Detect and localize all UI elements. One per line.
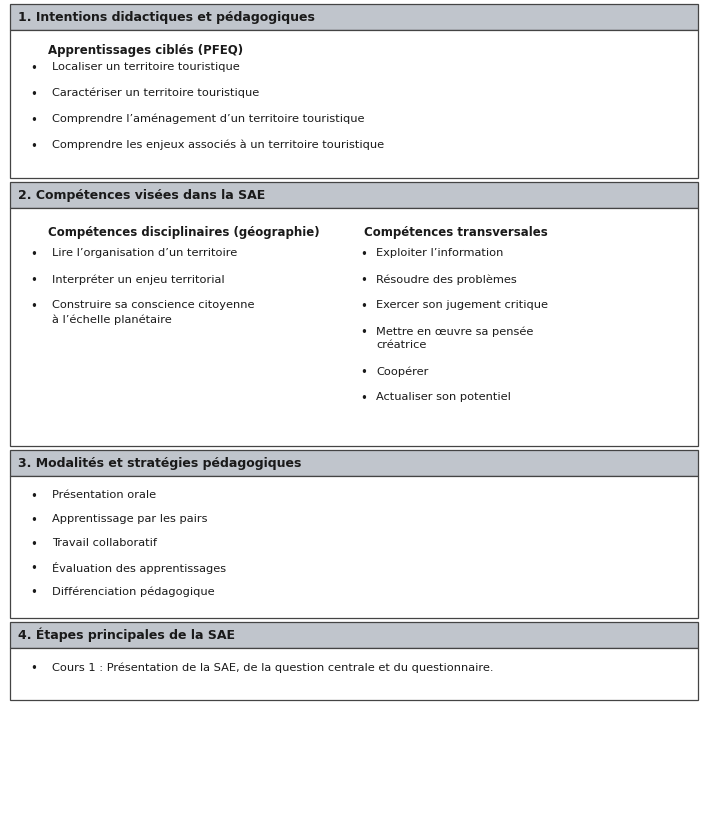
- Text: Évaluation des apprentissages: Évaluation des apprentissages: [52, 562, 226, 574]
- Text: •: •: [360, 274, 367, 287]
- Text: 3. Modalités et stratégies pédagogiques: 3. Modalités et stratégies pédagogiques: [18, 457, 302, 469]
- Text: Présentation orale: Présentation orale: [52, 490, 156, 500]
- Text: créatrice: créatrice: [376, 340, 426, 350]
- Bar: [10, 30, 698, 178]
- Bar: [10, 476, 698, 618]
- Bar: [10, 622, 698, 648]
- Text: 4. Étapes principales de la SAE: 4. Étapes principales de la SAE: [18, 628, 235, 642]
- Text: Apprentissage par les pairs: Apprentissage par les pairs: [52, 514, 207, 524]
- Text: •: •: [30, 140, 37, 153]
- Text: •: •: [30, 538, 37, 551]
- Bar: [10, 208, 698, 446]
- Text: •: •: [30, 490, 37, 503]
- Text: Localiser un territoire touristique: Localiser un territoire touristique: [52, 62, 240, 72]
- Bar: [10, 182, 698, 208]
- Text: Résoudre des problèmes: Résoudre des problèmes: [376, 274, 517, 285]
- Text: Interpréter un enjeu territorial: Interpréter un enjeu territorial: [52, 274, 224, 285]
- Text: •: •: [360, 326, 367, 339]
- Text: •: •: [360, 248, 367, 261]
- Text: •: •: [30, 88, 37, 101]
- Text: Différenciation pédagogique: Différenciation pédagogique: [52, 586, 215, 597]
- Text: Exercer son jugement critique: Exercer son jugement critique: [376, 300, 548, 310]
- Text: Construire sa conscience citoyenne: Construire sa conscience citoyenne: [52, 300, 254, 310]
- Text: •: •: [30, 274, 37, 287]
- Text: •: •: [360, 366, 367, 379]
- Text: •: •: [30, 662, 37, 675]
- Bar: [10, 450, 698, 476]
- Text: 1. Intentions didactiques et pédagogiques: 1. Intentions didactiques et pédagogique…: [18, 11, 315, 24]
- Text: •: •: [360, 392, 367, 405]
- Text: 2. Compétences visées dans la SAE: 2. Compétences visées dans la SAE: [18, 189, 266, 202]
- Text: à l’échelle planétaire: à l’échelle planétaire: [52, 314, 172, 324]
- Text: Coopérer: Coopérer: [376, 366, 428, 376]
- Text: •: •: [30, 248, 37, 261]
- Text: Caractériser un territoire touristique: Caractériser un territoire touristique: [52, 88, 259, 98]
- Text: •: •: [30, 562, 37, 575]
- Text: Comprendre l’aménagement d’un territoire touristique: Comprendre l’aménagement d’un territoire…: [52, 114, 365, 124]
- Bar: [10, 4, 698, 30]
- Text: Lire l’organisation d’un territoire: Lire l’organisation d’un territoire: [52, 248, 237, 258]
- Text: Cours 1 : Présentation de la SAE, de la question centrale et du questionnaire.: Cours 1 : Présentation de la SAE, de la …: [52, 662, 493, 672]
- Text: Compétences disciplinaires (géographie): Compétences disciplinaires (géographie): [48, 226, 319, 239]
- Text: Compétences transversales: Compétences transversales: [364, 226, 548, 239]
- Text: •: •: [360, 300, 367, 313]
- Text: Travail collaboratif: Travail collaboratif: [52, 538, 157, 548]
- Text: •: •: [30, 514, 37, 527]
- Text: Apprentissages ciblés (PFEQ): Apprentissages ciblés (PFEQ): [48, 44, 243, 57]
- Bar: [10, 648, 698, 700]
- Text: •: •: [30, 300, 37, 313]
- Text: Mettre en œuvre sa pensée: Mettre en œuvre sa pensée: [376, 326, 533, 337]
- Text: Comprendre les enjeux associés à un territoire touristique: Comprendre les enjeux associés à un terr…: [52, 140, 384, 150]
- Text: •: •: [30, 586, 37, 599]
- Text: •: •: [30, 114, 37, 127]
- Text: Exploiter l’information: Exploiter l’information: [376, 248, 503, 258]
- Text: •: •: [30, 62, 37, 75]
- Text: Actualiser son potentiel: Actualiser son potentiel: [376, 392, 511, 402]
